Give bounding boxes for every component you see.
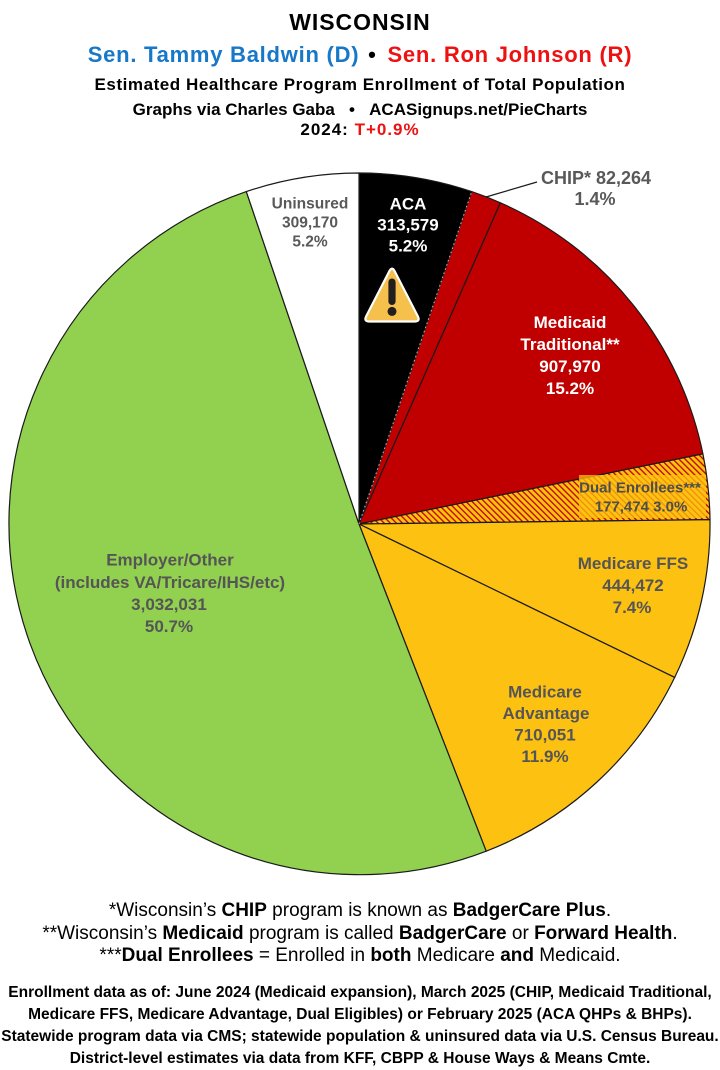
- svg-text:CHIP* 82,264: CHIP* 82,264: [541, 168, 651, 188]
- svg-text:444,472: 444,472: [602, 576, 663, 595]
- svg-text:Medicare FFS: Medicare FFS: [578, 554, 689, 573]
- svg-text:11.9%: 11.9%: [521, 747, 568, 766]
- svg-text:5.2%: 5.2%: [292, 234, 328, 251]
- svg-text:177,474 3.0%: 177,474 3.0%: [595, 499, 688, 516]
- svg-text:309,170: 309,170: [282, 215, 338, 232]
- svg-text:ACA: ACA: [390, 195, 427, 214]
- svg-text:50.7%: 50.7%: [145, 617, 193, 636]
- svg-text:3,032,031: 3,032,031: [131, 595, 207, 614]
- svg-text:15.2%: 15.2%: [546, 379, 594, 398]
- svg-text:907,970: 907,970: [539, 357, 600, 376]
- svg-text:Medicare: Medicare: [508, 683, 582, 702]
- svg-text:Dual Enrollees***: Dual Enrollees***: [579, 480, 701, 497]
- svg-text:Traditional**: Traditional**: [520, 335, 620, 354]
- svg-text:7.4%: 7.4%: [613, 598, 652, 617]
- svg-text:1.4%: 1.4%: [574, 189, 615, 209]
- svg-text:Advantage: Advantage: [503, 704, 590, 723]
- svg-text:710,051: 710,051: [514, 726, 575, 745]
- svg-text:313,579: 313,579: [377, 216, 438, 235]
- svg-text:(includes VA/Tricare/IHS/etc): (includes VA/Tricare/IHS/etc): [55, 573, 285, 592]
- svg-text:Employer/Other: Employer/Other: [106, 551, 234, 570]
- svg-text:Uninsured: Uninsured: [272, 196, 349, 213]
- svg-text:Medicaid: Medicaid: [534, 313, 607, 332]
- svg-text:5.2%: 5.2%: [389, 237, 428, 256]
